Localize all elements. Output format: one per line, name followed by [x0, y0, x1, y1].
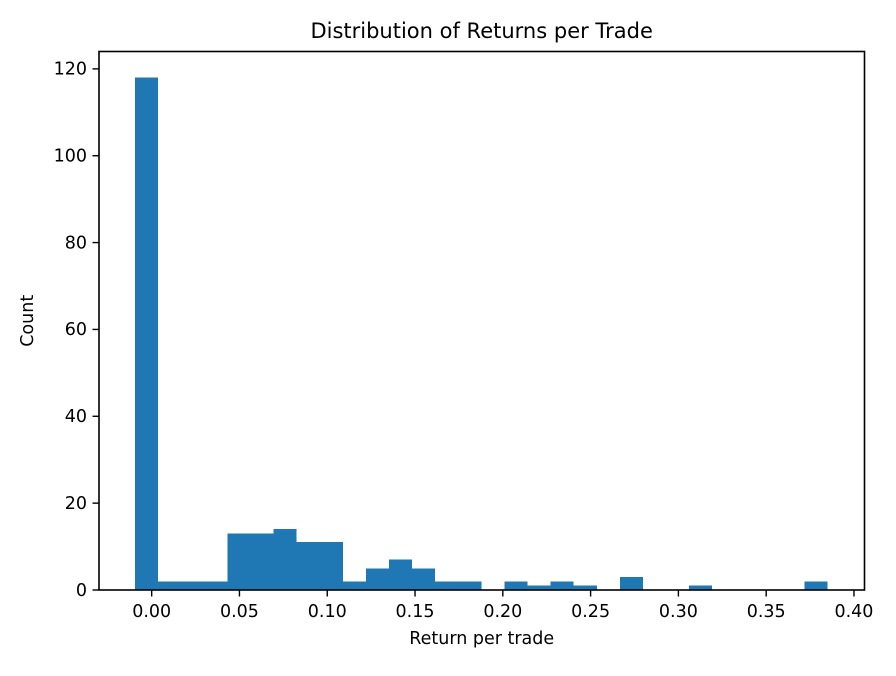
x-tick-label: 0.25 [571, 602, 610, 622]
histogram-bar [296, 542, 320, 590]
histogram-bar [573, 585, 597, 590]
histogram-bar [504, 581, 528, 590]
y-tick-label: 0 [76, 581, 87, 601]
x-tick-label: 0.15 [396, 602, 435, 622]
y-tick-label: 80 [65, 233, 87, 253]
x-tick-label: 0.30 [659, 602, 698, 622]
histogram-bar [158, 581, 182, 590]
histogram-bars [134, 77, 828, 590]
x-tick-label: 0.35 [747, 602, 786, 622]
histogram-bar [388, 559, 413, 590]
histogram-bar [273, 529, 297, 590]
histogram-bar [804, 581, 828, 590]
histogram-bar [458, 581, 482, 590]
y-tick-label: 120 [54, 60, 87, 80]
y-tick-label: 20 [65, 494, 87, 514]
histogram-bar [527, 585, 551, 590]
histogram-bar [619, 576, 643, 590]
x-tick-label: 0.10 [308, 602, 347, 622]
histogram-bar [319, 542, 343, 590]
histogram-bar [204, 581, 228, 590]
plot-border [98, 50, 866, 591]
histogram-bar [227, 533, 251, 590]
chart-title: Distribution of Returns per Trade [310, 19, 652, 43]
y-axis-ticks: 0 20 40 60 80 100 120 [54, 60, 99, 601]
histogram-bar [435, 581, 459, 590]
histogram-bar [134, 77, 159, 590]
histogram-bar [342, 581, 366, 590]
histogram-bar [181, 581, 205, 590]
x-tick-label: 0.20 [483, 602, 522, 622]
y-tick-label: 100 [54, 147, 87, 167]
y-tick-label: 60 [65, 320, 87, 340]
x-axis-ticks: 0.00 0.05 0.10 0.15 0.20 0.25 0.30 0.35 0.40 [132, 590, 873, 622]
histogram-bar [365, 568, 389, 590]
y-tick-label: 40 [65, 407, 87, 427]
y-axis-label: Count [18, 295, 38, 347]
histogram-bar [550, 581, 574, 590]
histogram-bar [689, 585, 713, 590]
x-axis-label: Return per trade [409, 629, 554, 649]
x-tick-label: 0.00 [132, 602, 171, 622]
histogram-bar [412, 568, 436, 590]
x-tick-label: 0.40 [834, 602, 873, 622]
histogram-bar [250, 533, 274, 590]
x-tick-label: 0.05 [220, 602, 259, 622]
